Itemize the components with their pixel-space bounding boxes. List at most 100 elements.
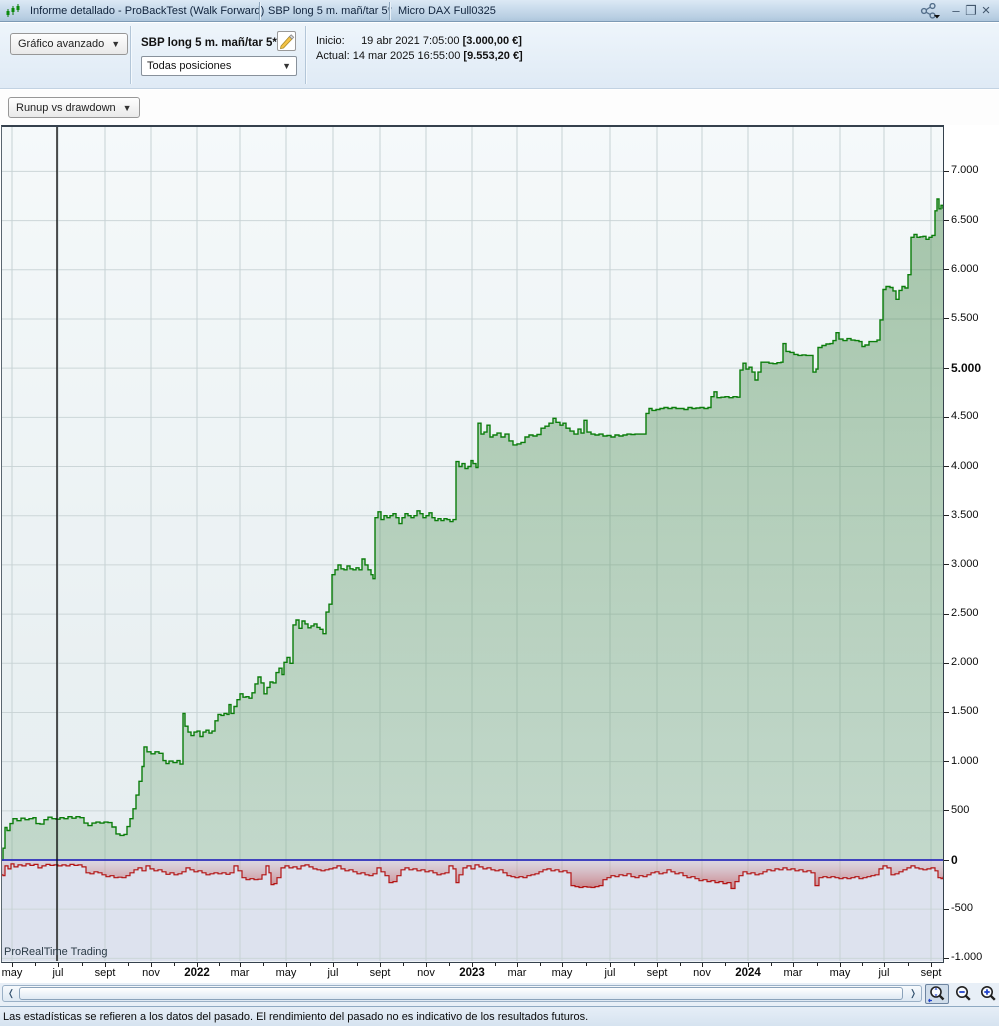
x-axis-tick [426, 963, 427, 967]
zoom-fit-button[interactable] [925, 984, 949, 1004]
y-axis-tick [944, 170, 949, 172]
chevron-down-icon: ▼ [282, 61, 291, 71]
y-axis-label: -500 [951, 902, 974, 915]
tab-strategy[interactable]: SBP long 5 m. mañ/tar 5* [268, 5, 392, 17]
x-axis-tick [793, 963, 794, 967]
y-axis-tick [944, 220, 949, 222]
x-axis-label: may [1, 967, 23, 979]
actual-row: Actual: 14 mar 2025 16:55:00 [9.553,20 €… [316, 50, 523, 62]
actual-label: Actual: [316, 50, 350, 62]
x-axis-tick [702, 963, 703, 967]
x-axis-label: sept [646, 967, 668, 979]
x-axis-tick [12, 963, 13, 967]
x-axis-minor-tick [356, 963, 358, 966]
x-axis-minor-tick [816, 963, 818, 966]
x-axis-minor-tick [539, 963, 541, 966]
x-axis-label: mar [507, 967, 527, 979]
chart-toolbar: Runup vs drawdown ▼ [0, 90, 999, 125]
x-axis-tick [333, 963, 334, 967]
x-axis-tick [884, 963, 885, 967]
tab-instrument[interactable]: Micro DAX Full0325 [398, 5, 496, 17]
tab-informe-detallado[interactable]: Informe detallado - ProBackTest (Walk Fo… [30, 5, 265, 17]
prorealtime-watermark: ProRealTime Trading [4, 946, 108, 958]
x-axis-tick [840, 963, 841, 967]
metric-dropdown[interactable]: Runup vs drawdown ▼ [8, 97, 140, 118]
y-axis-tick [944, 613, 949, 615]
y-axis-label: 5.000 [951, 361, 982, 376]
x-axis-minor-tick [907, 963, 909, 966]
chart-type-label: Gráfico avanzado [18, 38, 105, 50]
chevron-down-icon: ▼ [122, 102, 132, 113]
zoom-in-button[interactable] [976, 984, 999, 1004]
y-axis-label: 3.000 [951, 557, 979, 570]
chevron-down-icon: ▼ [111, 39, 121, 49]
x-axis-tick [517, 963, 518, 967]
x-axis: may jul sept nov 2022 mar may jul sept nov 2023 mar… [0, 963, 944, 983]
maximize-icon[interactable]: ❐ [965, 3, 977, 18]
y-axis-tick [944, 515, 949, 517]
x-axis-minor-tick [35, 963, 36, 966]
y-axis-label: 500 [951, 803, 970, 816]
x-axis-minor-tick [309, 963, 311, 966]
inicio-row: Inicio: 19 abr 2021 7:05:00 [3.000,00 €] [316, 35, 522, 47]
x-axis-label: 2022 [184, 967, 210, 979]
scroll-left-icon[interactable]: ❬ [7, 988, 15, 998]
x-axis-label: sept [369, 967, 391, 979]
x-axis-minor-tick [449, 963, 450, 966]
y-axis-tick [944, 662, 949, 664]
x-axis-tick [748, 963, 749, 967]
y-axis-label: 2.500 [951, 607, 979, 620]
x-axis-label: sept [94, 967, 116, 979]
y-axis-tick [944, 908, 949, 910]
x-axis-minor-tick [128, 963, 129, 966]
x-axis-minor-tick [862, 963, 863, 966]
scroll-right-icon[interactable]: ❭ [909, 988, 917, 998]
x-axis-minor-tick [403, 963, 404, 966]
x-axis-minor-tick [586, 963, 587, 966]
inicio-label: Inicio: [316, 35, 345, 47]
y-axis-label: 4.500 [951, 410, 979, 423]
x-axis-label: may [551, 967, 573, 979]
edit-pencil-icon[interactable] [277, 31, 296, 51]
x-axis-label: mar [783, 967, 803, 979]
scrollbar-thumb[interactable] [19, 987, 903, 1000]
y-axis-tick [944, 810, 949, 812]
x-axis-tick [58, 963, 59, 967]
horizontal-scrollbar[interactable]: ❬ ❭ [2, 985, 922, 1002]
positions-select[interactable]: Todas posiciones ▼ [141, 56, 297, 76]
close-icon[interactable]: × [981, 2, 991, 19]
zoom-out-button[interactable] [951, 984, 975, 1004]
x-axis-tick [240, 963, 241, 967]
disclaimer-text: Las estadísticas se refieren a los datos… [3, 1010, 589, 1023]
actual-amount: [9.553,20 €] [463, 50, 523, 62]
x-axis-minor-tick [218, 963, 220, 966]
x-axis-label: jul [52, 967, 64, 979]
metric-dropdown-value: Runup vs drawdown [16, 101, 116, 114]
x-axis-minor-tick [725, 963, 726, 966]
x-axis-label: jul [878, 967, 890, 979]
runup-drawdown-chart[interactable] [2, 127, 943, 961]
x-axis-label: jul [327, 967, 339, 979]
x-axis-label: nov [417, 967, 435, 979]
x-axis-tick [151, 963, 152, 967]
share-menu-icon[interactable] [918, 1, 944, 20]
positions-select-value: Todas posiciones [147, 60, 232, 72]
y-axis-tick [944, 416, 949, 418]
toolbar-separator [305, 26, 306, 84]
y-axis: 7.000 6.500 6.000 5.500 5.000 4.500 4.000 3.500… [944, 127, 999, 963]
y-axis-label: 6.500 [951, 213, 979, 226]
report-toolbar: Gráfico avanzado ▼ SBP long 5 m. mañ/tar… [0, 23, 999, 89]
y-axis-tick [944, 859, 949, 861]
x-axis-tick [286, 963, 287, 967]
window-titlebar: Informe detallado - ProBackTest (Walk Fo… [0, 0, 999, 22]
x-axis-label: 2024 [735, 967, 761, 979]
inicio-amount: [3.000,00 €] [462, 35, 522, 47]
minimize-icon[interactable]: – [952, 3, 960, 18]
y-axis-tick [944, 711, 949, 713]
y-axis-label: 7.000 [951, 164, 979, 177]
x-axis-tick [562, 963, 563, 967]
drawdown-line [2, 863, 943, 890]
candlestick-chart-icon [6, 4, 21, 18]
chart-type-dropdown[interactable]: Gráfico avanzado ▼ [10, 33, 129, 55]
x-axis-tick [105, 963, 106, 967]
